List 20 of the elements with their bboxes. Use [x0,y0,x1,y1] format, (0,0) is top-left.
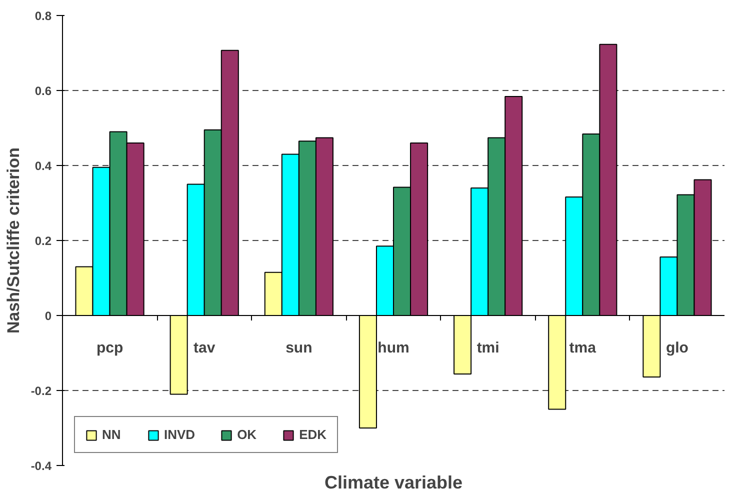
x-tick-label: tmi [476,340,500,356]
x-tick-label: glo [666,340,688,356]
legend-label: EDK [299,427,327,442]
y-tick-label: 0.2 [34,234,52,248]
x-tick-label: hum [378,340,410,356]
y-tick-label: 0.4 [34,159,52,173]
legend-label: INVD [164,427,196,442]
y-tick-label: 0.8 [34,9,52,23]
y-tick-label: -0.4 [30,459,52,473]
x-tick-label: tav [194,340,216,356]
y-tick-label: 0.6 [34,84,52,98]
legend-label: NN [102,427,122,442]
x-axis-title: Climate variable [324,472,463,492]
x-tick-label: sun [286,340,312,356]
y-tick-label: -0.2 [30,384,52,398]
x-tick-label: tma [569,340,597,356]
y-tick-label: 0 [44,309,52,323]
x-tick-label: pcp [96,340,124,356]
legend-label: OK [237,427,258,442]
y-axis-title: Nash/Sutcliffe criterion [4,147,23,334]
